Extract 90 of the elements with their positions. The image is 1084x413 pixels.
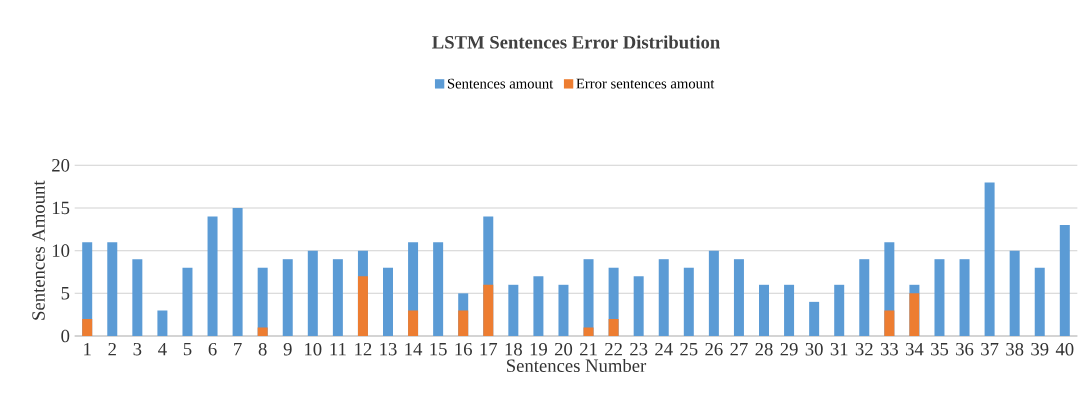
bar bbox=[182, 267, 193, 336]
x-tick-label: 21 bbox=[580, 342, 597, 356]
y-tick-label: 20 bbox=[52, 158, 70, 172]
bar bbox=[82, 318, 93, 336]
x-tick-label: 7 bbox=[234, 342, 242, 355]
bar bbox=[332, 259, 343, 336]
bar bbox=[784, 284, 795, 336]
x-tick-label: 39 bbox=[1031, 342, 1049, 356]
bar bbox=[909, 293, 920, 336]
bar bbox=[708, 250, 719, 336]
x-tick-label: 13 bbox=[380, 342, 397, 356]
bar bbox=[859, 259, 870, 336]
bar bbox=[282, 259, 293, 336]
bar bbox=[157, 310, 168, 336]
x-tick-label: 20 bbox=[554, 342, 573, 356]
bar bbox=[433, 241, 444, 336]
x-tick-label: 33 bbox=[880, 342, 898, 356]
bar bbox=[508, 284, 519, 336]
bar bbox=[959, 259, 970, 336]
x-tick-label: 37 bbox=[981, 342, 999, 356]
bar bbox=[1059, 224, 1070, 336]
y-tick-label: 10 bbox=[52, 244, 70, 257]
bar bbox=[232, 207, 243, 336]
x-tick-label: 24 bbox=[655, 342, 673, 356]
bar bbox=[633, 276, 644, 336]
bar bbox=[583, 327, 594, 336]
x-tick-label: 19 bbox=[530, 342, 547, 356]
legend-label: Error sentences amount bbox=[576, 78, 715, 89]
bar bbox=[984, 182, 995, 336]
x-tick-label: 6 bbox=[208, 342, 217, 356]
x-tick-label: 27 bbox=[730, 342, 748, 356]
x-tick-label: 26 bbox=[705, 342, 723, 356]
x-tick-label: 35 bbox=[931, 342, 949, 356]
bar bbox=[884, 310, 895, 336]
x-tick-label: 22 bbox=[605, 342, 622, 356]
bar bbox=[1034, 267, 1045, 336]
x-tick-label: 36 bbox=[956, 342, 974, 356]
x-tick-label: 18 bbox=[505, 342, 522, 356]
x-tick-label: 10 bbox=[305, 342, 322, 356]
bar bbox=[809, 301, 820, 336]
bar bbox=[107, 241, 118, 336]
bar bbox=[383, 267, 394, 336]
y-axis-title: Sentences Amount bbox=[32, 180, 45, 320]
x-tick-label: 15 bbox=[430, 342, 447, 356]
x-tick-label: 38 bbox=[1006, 342, 1024, 356]
x-tick-label: 31 bbox=[830, 342, 848, 356]
x-tick-label: 30 bbox=[805, 342, 823, 356]
bar bbox=[683, 267, 694, 336]
x-tick-label: 40 bbox=[1055, 342, 1074, 356]
y-tick-label: 5 bbox=[61, 286, 70, 300]
x-tick-label: 9 bbox=[283, 342, 292, 356]
x-tick-label: 8 bbox=[258, 342, 267, 356]
x-tick-label: 25 bbox=[680, 342, 698, 356]
bar bbox=[658, 259, 669, 336]
bar bbox=[257, 327, 268, 336]
x-tick-label: 4 bbox=[158, 342, 167, 356]
bar bbox=[357, 276, 368, 336]
bar bbox=[132, 259, 143, 336]
bar bbox=[759, 284, 769, 336]
bar bbox=[934, 259, 945, 336]
x-tick-label: 32 bbox=[855, 342, 873, 356]
x-tick-label: 17 bbox=[480, 342, 498, 356]
x-axis-title: Sentences Number bbox=[507, 358, 647, 372]
x-tick-label: 23 bbox=[630, 342, 648, 356]
bar bbox=[207, 216, 218, 336]
bar bbox=[533, 276, 544, 336]
x-tick-label: 11 bbox=[330, 342, 346, 356]
x-tick-label: 12 bbox=[355, 342, 372, 356]
bar bbox=[408, 310, 419, 336]
bar bbox=[307, 250, 318, 336]
x-tick-label: 29 bbox=[780, 342, 798, 356]
chart-title: LSTM Sentences Error Distribution bbox=[432, 35, 720, 49]
bar bbox=[608, 318, 619, 336]
x-tick-label: 2 bbox=[108, 342, 116, 356]
x-tick-label: 5 bbox=[183, 342, 192, 356]
y-tick-label: 0 bbox=[61, 329, 70, 343]
x-tick-label: 28 bbox=[755, 342, 773, 356]
bar bbox=[733, 259, 744, 336]
x-tick-label: 1 bbox=[84, 342, 91, 356]
x-tick-label: 16 bbox=[455, 342, 472, 356]
x-tick-label: 3 bbox=[133, 342, 142, 356]
x-tick-label: 34 bbox=[905, 342, 924, 356]
bar bbox=[1009, 250, 1020, 336]
legend-label: Sentences amount bbox=[447, 78, 554, 89]
bar bbox=[483, 284, 494, 336]
y-tick-label: 15 bbox=[52, 201, 70, 215]
bar bbox=[458, 310, 469, 336]
bar bbox=[834, 284, 845, 336]
x-tick-label: 14 bbox=[405, 342, 423, 356]
bar bbox=[558, 284, 569, 336]
